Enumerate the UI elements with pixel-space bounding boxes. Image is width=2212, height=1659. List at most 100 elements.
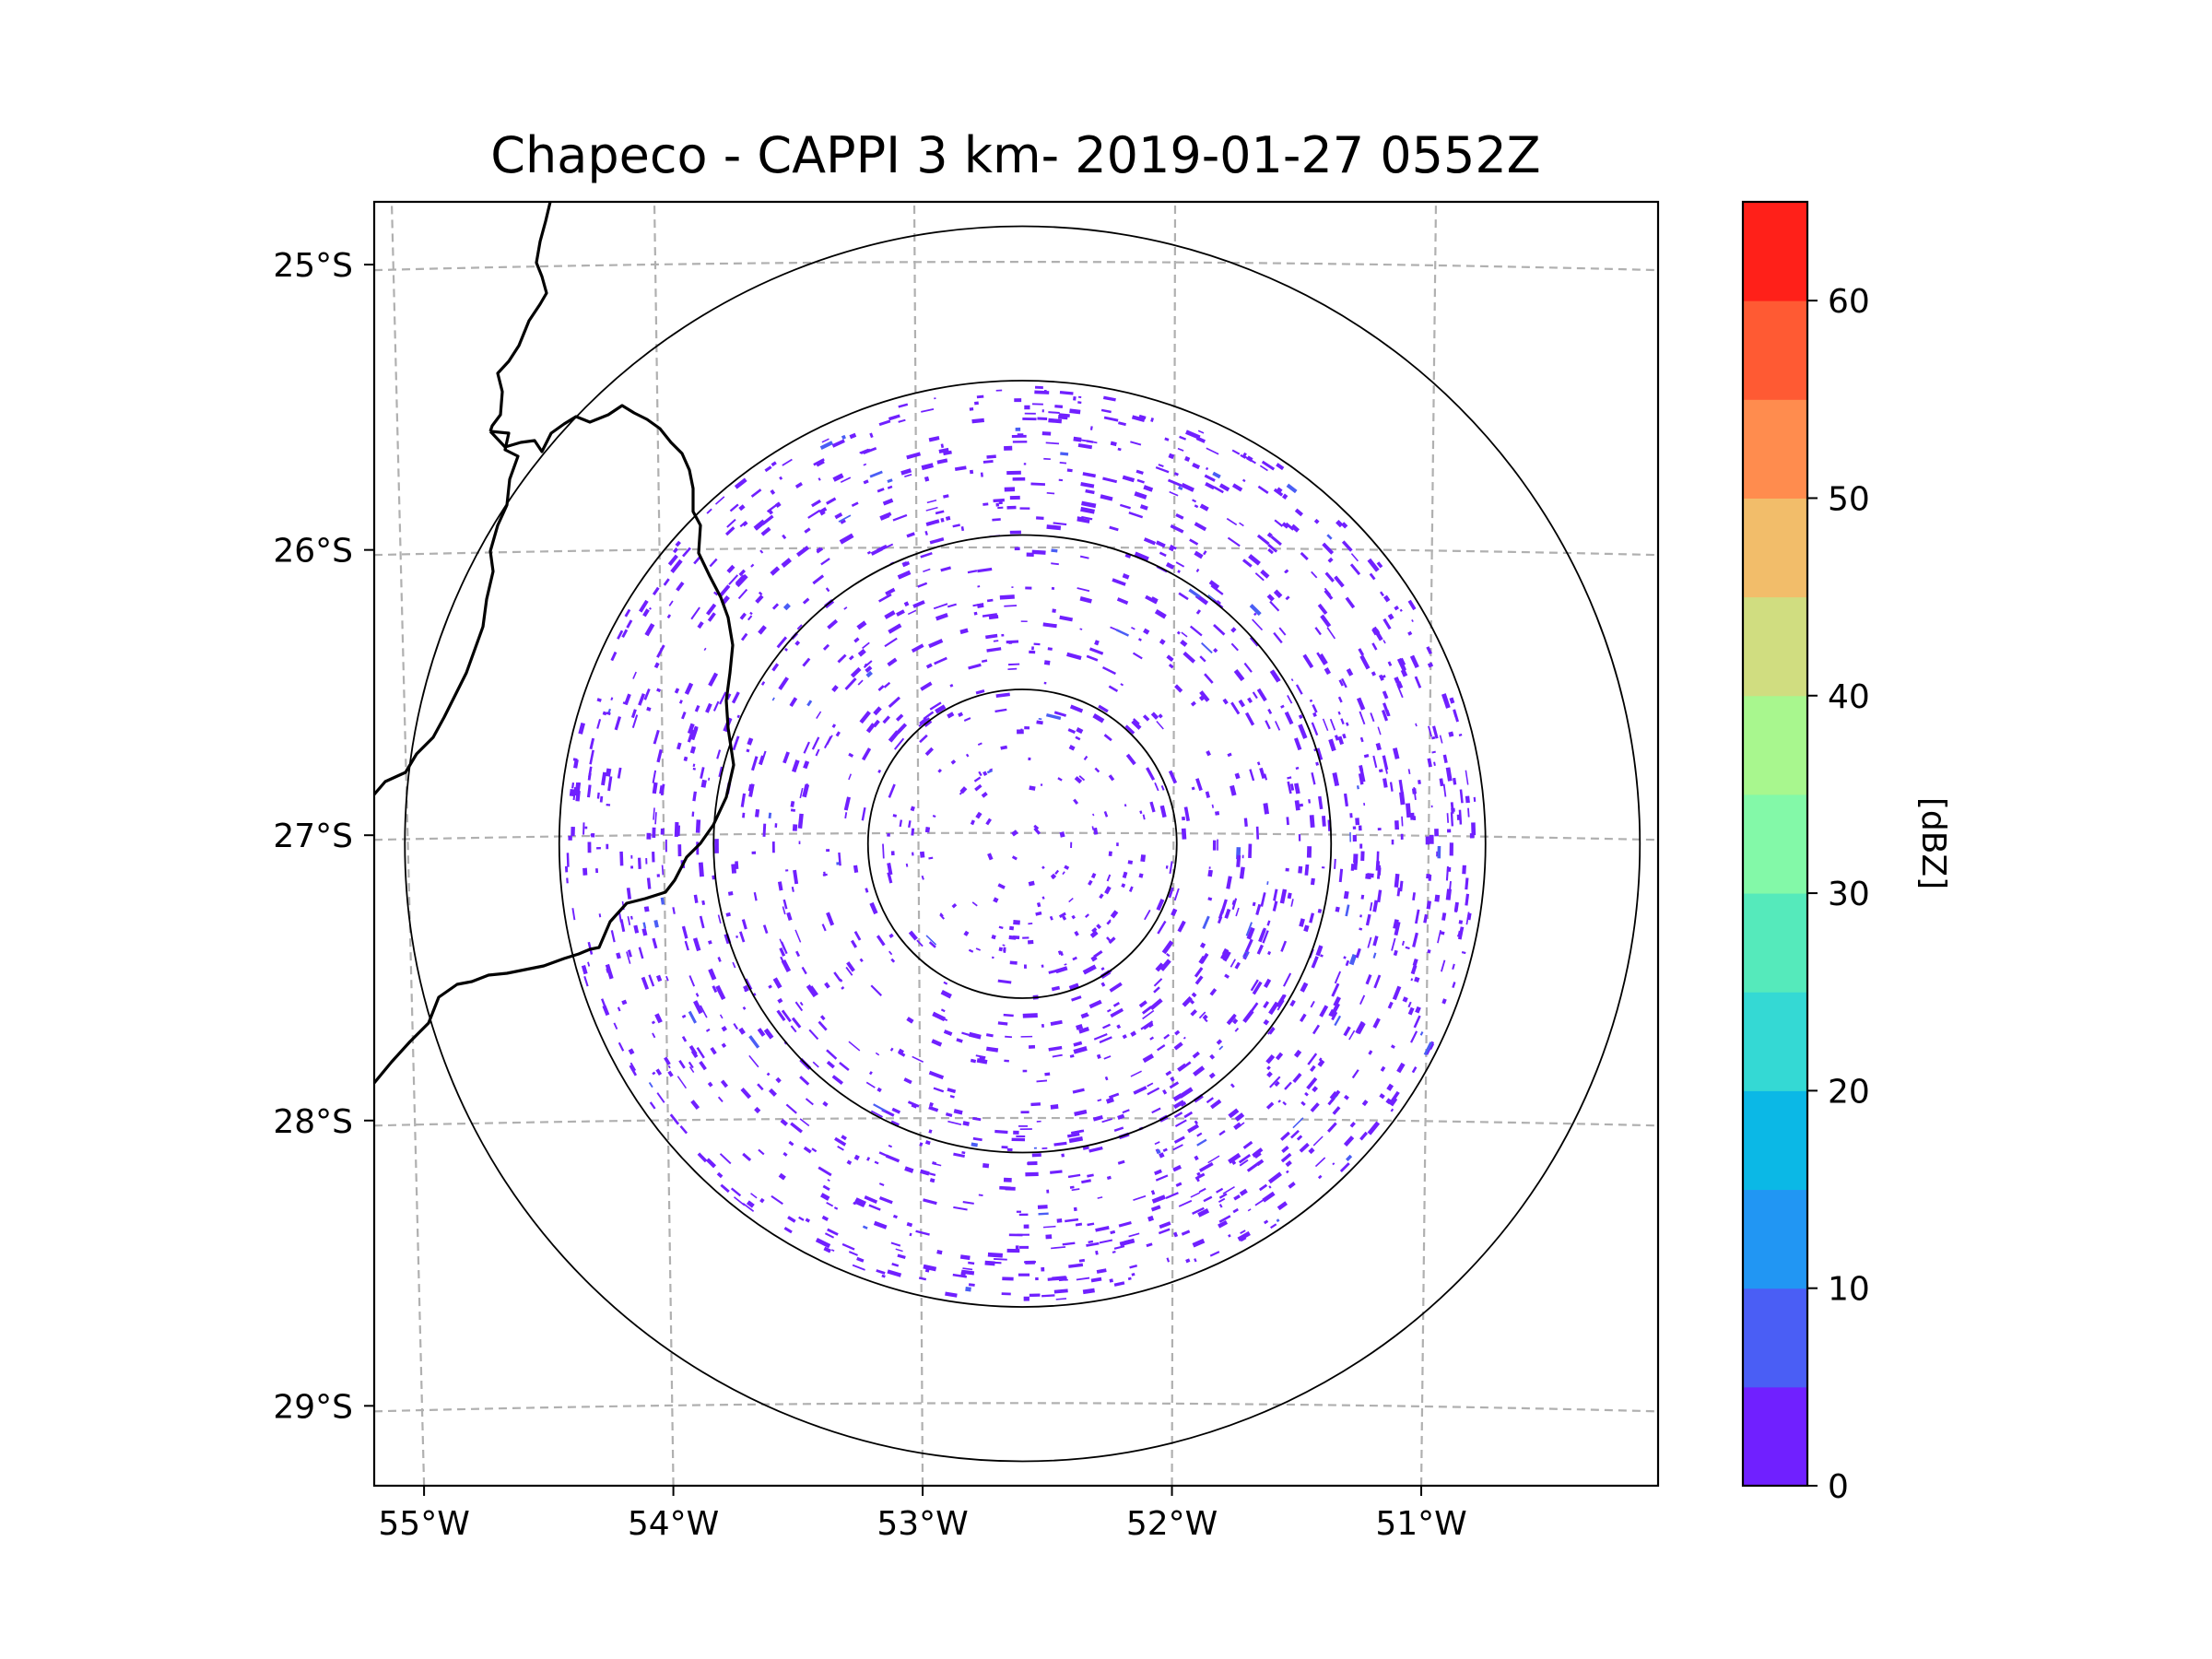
echo-cell xyxy=(1064,963,1067,966)
echo-cell xyxy=(1129,1264,1138,1269)
echo-cell xyxy=(1166,1257,1171,1263)
echo-cell xyxy=(606,712,611,716)
echo-cell xyxy=(865,665,873,673)
echo-cell xyxy=(643,688,651,700)
echo-cell xyxy=(787,1216,796,1223)
echo-cell xyxy=(1218,1204,1223,1208)
echo-cell xyxy=(1348,1030,1356,1041)
echo-cell xyxy=(1159,1152,1165,1159)
echo-cell xyxy=(947,712,955,719)
echo-cell xyxy=(940,1008,946,1013)
echo-cell xyxy=(953,1109,963,1115)
echo-cell xyxy=(720,1079,729,1088)
echo-cell xyxy=(1349,563,1361,576)
echo-cell xyxy=(1256,944,1264,955)
echo-cell xyxy=(1260,892,1266,907)
echo-cell xyxy=(1116,842,1119,847)
echo-cell xyxy=(1299,1013,1307,1023)
echo-cell xyxy=(985,1046,999,1053)
echo-cell xyxy=(892,814,898,818)
echo-cell xyxy=(667,1065,671,1069)
echo-cell xyxy=(810,985,818,995)
echo-cell xyxy=(1394,820,1400,830)
echo-cell xyxy=(1279,888,1288,904)
echo-cell xyxy=(1338,679,1344,687)
echo-cell xyxy=(1179,1087,1194,1099)
echo-cell xyxy=(1093,827,1099,835)
echo-cell xyxy=(700,767,705,779)
y-tick-label: 28°S xyxy=(273,1103,353,1141)
echo-cell xyxy=(820,511,826,516)
echo-cell xyxy=(1351,1069,1359,1079)
echo-cell xyxy=(1327,1122,1337,1133)
echo-cell xyxy=(708,940,712,945)
echo-cell xyxy=(571,908,576,921)
echo-cell xyxy=(1106,1008,1112,1013)
echo-cell xyxy=(678,1060,686,1069)
echo-cell xyxy=(1072,956,1077,961)
echo-cell xyxy=(1082,964,1097,975)
echo-cell xyxy=(1286,817,1289,826)
echo-cell xyxy=(1453,901,1459,912)
echo-cell xyxy=(1081,515,1093,521)
echo-cell xyxy=(972,1136,982,1142)
colorbar-frame xyxy=(1741,200,1809,1488)
echo-cell xyxy=(1170,524,1184,534)
echo-cell xyxy=(1228,1108,1240,1119)
echo-cell xyxy=(629,1065,638,1077)
echo-cell xyxy=(1284,570,1288,574)
echo-cell xyxy=(687,723,695,735)
echo-cell xyxy=(1159,551,1167,558)
echo-cell xyxy=(607,776,613,792)
echo-cell xyxy=(1256,761,1261,766)
echo-cell xyxy=(747,615,753,621)
echo-cell xyxy=(1218,1130,1226,1136)
echo-cell xyxy=(1285,867,1289,872)
echo-cell xyxy=(1137,638,1142,641)
echo-cell xyxy=(1001,633,1005,637)
echo-cell xyxy=(1239,1159,1249,1167)
echo-cell xyxy=(617,629,624,640)
echo-cell xyxy=(746,748,750,753)
colorbar-band xyxy=(1743,1189,1807,1289)
echo-cell xyxy=(970,819,975,826)
echo-cell xyxy=(823,735,832,749)
echo-cell xyxy=(1168,663,1174,669)
echo-cell xyxy=(1206,466,1209,471)
echo-cell xyxy=(1168,546,1175,552)
echo-cell xyxy=(934,656,947,665)
echo-cell xyxy=(826,849,830,853)
echo-cell xyxy=(935,704,947,714)
echo-cell xyxy=(1312,704,1318,713)
echo-cell xyxy=(645,858,648,865)
echo-cell xyxy=(1050,1019,1063,1026)
echo-cell xyxy=(1359,914,1362,918)
echo-cell xyxy=(1218,1197,1226,1204)
echo-cell xyxy=(753,993,757,996)
echo-cell xyxy=(1356,697,1366,711)
echo-cell xyxy=(677,844,682,857)
echo-cell xyxy=(1310,1000,1315,1008)
echo-cell xyxy=(1042,622,1057,629)
echo-cell xyxy=(888,730,900,743)
echo-cell xyxy=(952,1273,968,1278)
echo-cell xyxy=(1196,1138,1207,1147)
echo-cell xyxy=(1150,1205,1161,1212)
echo-cell xyxy=(1412,958,1418,967)
echo-cell xyxy=(1143,485,1154,492)
echo-cell xyxy=(1196,1132,1203,1137)
echo-cell xyxy=(921,408,935,413)
echo-cell xyxy=(1150,1190,1156,1195)
echo-cell xyxy=(811,736,820,750)
echo-cell xyxy=(1440,959,1446,972)
echo-cell xyxy=(1277,999,1285,1011)
echo-cell xyxy=(916,939,924,947)
echo-cell xyxy=(705,603,717,616)
echo-cell xyxy=(1287,776,1292,780)
echo-cell xyxy=(639,599,649,613)
echo-cell xyxy=(1376,889,1382,903)
echo-cell xyxy=(831,1075,844,1086)
echo-cell xyxy=(1355,947,1361,959)
echo-cell xyxy=(1312,1086,1318,1093)
